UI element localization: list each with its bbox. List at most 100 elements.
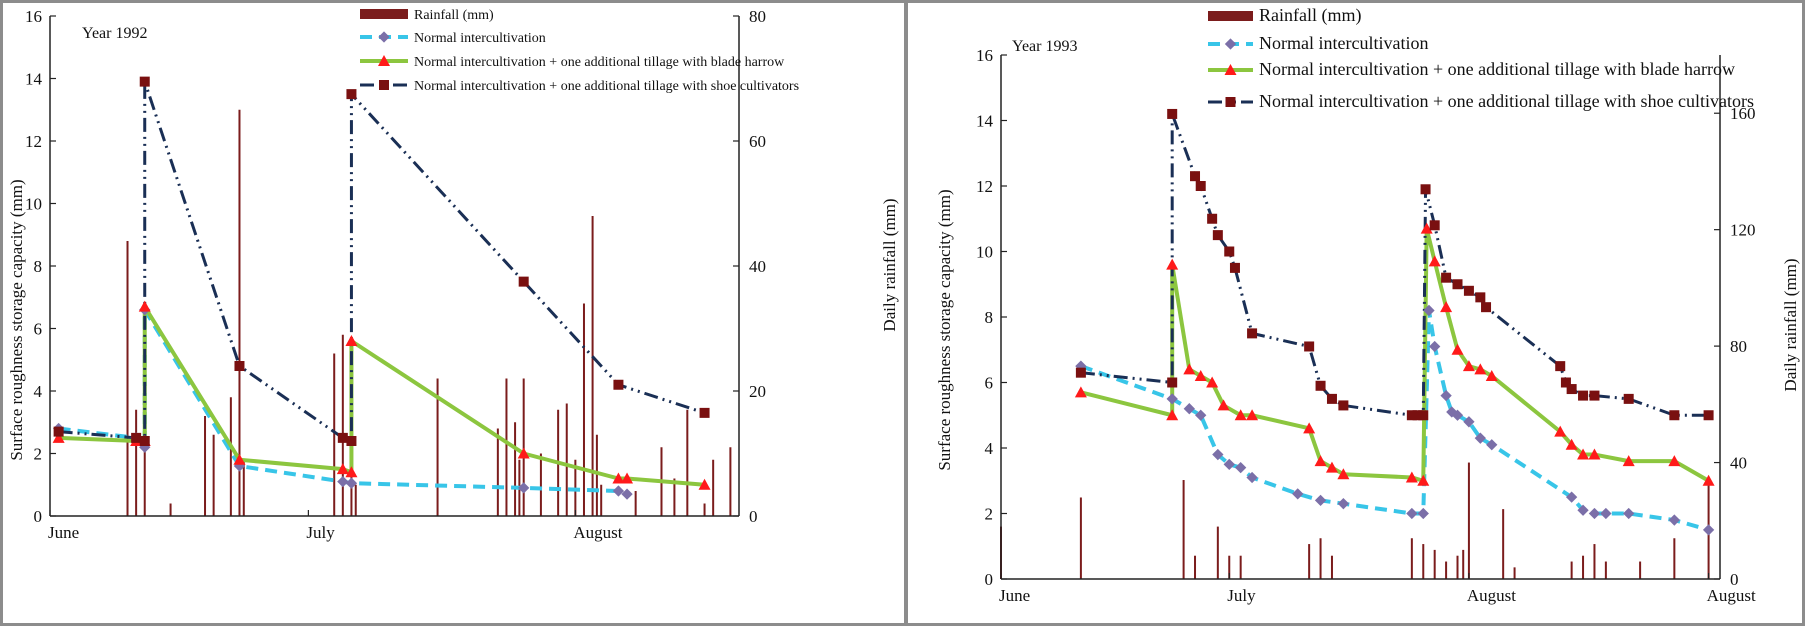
data-point-normal [1212, 448, 1224, 461]
y-tick-label: 10 [25, 195, 42, 214]
y-tick-label: 12 [25, 132, 42, 151]
data-point-blade [345, 335, 358, 346]
x-tick-label: June [999, 586, 1030, 605]
data-point-normal [1474, 432, 1486, 444]
y-tick-label: 16 [25, 7, 42, 26]
data-point-blade [621, 472, 634, 484]
rainfall-bar [703, 503, 706, 516]
data-point-shoe [699, 407, 710, 418]
rainfall-bar [582, 303, 585, 516]
data-point-normal [345, 477, 358, 489]
data-point-blade [612, 472, 625, 484]
axes-1992: 0 2 4 6 8 10 12 14 16 0 20 40 60 80 June July August [25, 7, 766, 542]
rainfall-bar [634, 491, 637, 516]
data-point-blade [233, 453, 246, 465]
legend-label-normal: Normal intercultivation [414, 31, 546, 46]
data-point-blade [1588, 448, 1601, 460]
y-tick-label: 6 [985, 374, 994, 393]
data-point-normal [1337, 498, 1350, 510]
data-point-blade [1234, 409, 1247, 421]
rainfall-bar [436, 378, 439, 516]
y-tick-label: 14 [25, 70, 43, 89]
data-point-normal [1463, 416, 1475, 428]
rainfall-bar [1513, 567, 1516, 579]
data-point-normal [337, 475, 349, 488]
x-tick-label: July [1227, 586, 1256, 605]
rainfall-bar [242, 459, 245, 516]
legend-1992: Rainfall (mm) Normal intercultivation Norm… [360, 8, 799, 94]
y2-tick-label: 80 [1730, 337, 1747, 356]
rainfall-bar [333, 353, 336, 516]
rainfall-bar [1228, 555, 1231, 579]
data-point-shoe [1075, 367, 1086, 378]
data-point-normal [518, 482, 530, 494]
y-tick-label: 4 [985, 439, 994, 458]
data-point-shoe [139, 436, 150, 446]
rainfall-bar [673, 478, 676, 516]
data-point-shoe [1429, 220, 1440, 231]
data-point-blade [1428, 255, 1441, 267]
data-point-normal [1292, 488, 1304, 500]
rainfall-bar [1582, 555, 1585, 579]
data-point-normal [1195, 409, 1207, 421]
data-point-blade [1668, 455, 1681, 467]
y2-tick-label: 0 [749, 507, 758, 526]
data-point-blade [1622, 455, 1635, 467]
data-point-shoe [1566, 384, 1577, 395]
data-point-blade [1702, 474, 1715, 486]
data-point-blade [1314, 455, 1327, 467]
rainfall-bar [143, 441, 146, 516]
data-point-normal [1417, 507, 1429, 520]
data-point-shoe [1326, 393, 1337, 404]
rainfall-bar [169, 503, 172, 516]
legend-label-rainfall: Rainfall (mm) [414, 8, 494, 23]
data-point-blade [1462, 360, 1475, 372]
data-point-shoe [1560, 377, 1571, 388]
data-point-shoe [1703, 410, 1714, 421]
data-point-blade [1166, 258, 1179, 270]
rainfall-bar [1673, 538, 1676, 579]
data-point-normal [1668, 514, 1681, 526]
data-point-blade [1577, 448, 1590, 460]
rainfall-bar [1330, 555, 1333, 579]
data-point-normal [1623, 507, 1635, 520]
data-point-shoe [131, 432, 142, 443]
y-tick-label: 8 [34, 257, 43, 276]
data-point-blade [517, 447, 530, 459]
data-point-normal [1235, 461, 1247, 474]
legend-swatch-rainfall [1208, 11, 1253, 21]
data-point-normal [1223, 458, 1235, 471]
rainfall-bar [514, 422, 517, 516]
rainfall-bar [522, 378, 525, 516]
y2-tick-label: 20 [749, 382, 766, 401]
rainfall-bar [1239, 555, 1242, 579]
rainfall-bar [229, 397, 232, 516]
data-point-shoe [1229, 262, 1240, 273]
data-point-shoe [613, 379, 624, 390]
data-point-normal [1183, 403, 1195, 415]
y2-tick-label: 40 [1730, 454, 1747, 473]
data-point-shoe [1418, 410, 1429, 421]
y2-tick-label: 160 [1730, 104, 1756, 123]
legend-label-shoe: Normal intercultivation + one additional… [1259, 91, 1754, 111]
rainfall-bar [1639, 561, 1642, 579]
rainfall-bar [341, 334, 344, 516]
series-line-blade [58, 304, 705, 487]
data-point-blade [1246, 409, 1259, 421]
data-point-normal [1423, 304, 1435, 317]
data-point-shoe [1669, 410, 1680, 421]
y2-tick-label: 120 [1730, 221, 1756, 240]
data-point-shoe [1167, 108, 1178, 119]
legend-marker-normal [1224, 38, 1237, 50]
rainfall-bar [1467, 462, 1470, 579]
x-tick-label: July [306, 523, 335, 542]
y-tick-label: 0 [34, 507, 43, 526]
data-point-shoe [1481, 302, 1492, 313]
data-point-blade [1074, 386, 1087, 398]
data-point-normal [1451, 409, 1464, 421]
data-point-shoe [139, 76, 150, 87]
data-point-blade [1194, 369, 1207, 381]
y2-axis-label: Daily rainfall (mm) [880, 198, 899, 331]
